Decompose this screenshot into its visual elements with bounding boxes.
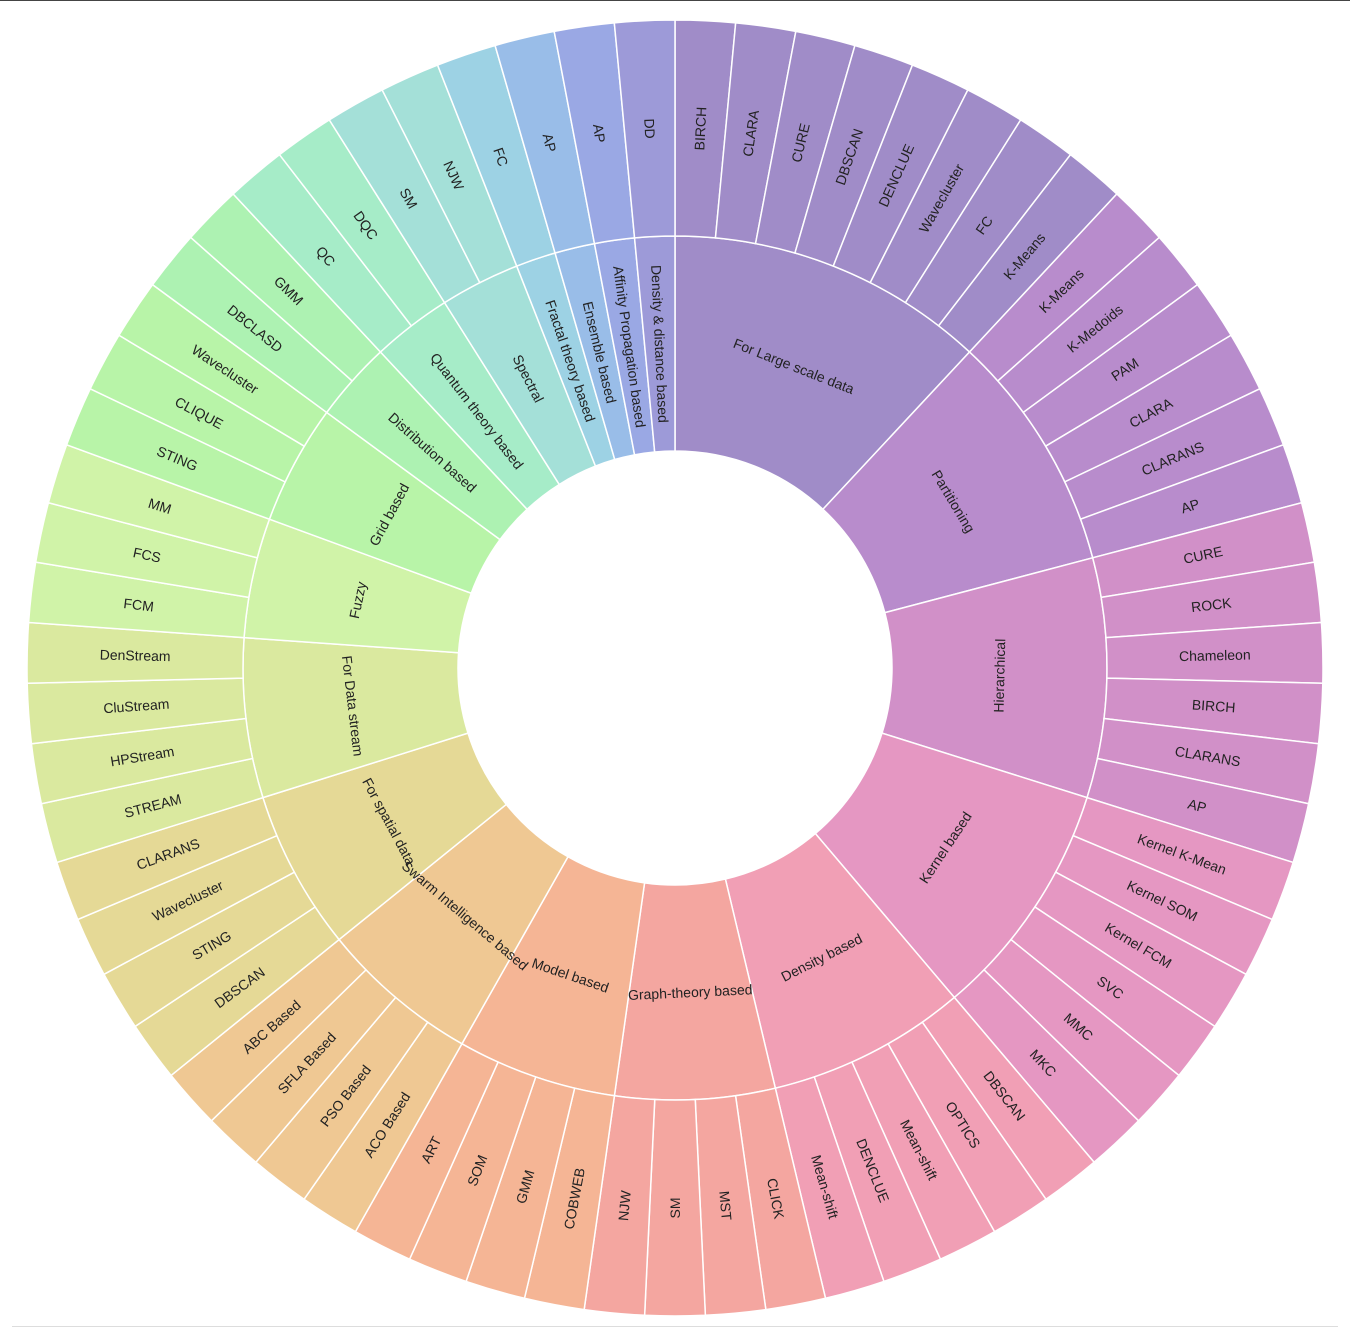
category-label-density-and-distance-based: Density & distance based	[648, 265, 671, 424]
bottom-border-line	[12, 1326, 1338, 1327]
leaf-label-ap: AP	[1186, 796, 1208, 816]
category-label-fuzzy: Fuzzy	[346, 580, 369, 620]
leaf-label-fcm: FCM	[123, 595, 155, 614]
category-label-graph-theory-based: Graph-theory based	[628, 981, 753, 1003]
leaf-label-ap: AP	[590, 123, 608, 144]
leaf-label-njw: NJW	[615, 1189, 634, 1221]
leaf-label-fcs: FCS	[132, 544, 163, 566]
leaf-label-birch: BIRCH	[691, 106, 709, 150]
leaf-label-clustream: CluStream	[103, 696, 170, 717]
leaf-arc-density-and-distance-based-dd[interactable]	[613, 19, 676, 239]
arc-layer	[26, 19, 1324, 1317]
leaf-label-clara: CLARA	[740, 108, 762, 157]
leaf-label-sm: SM	[667, 1198, 683, 1219]
leaf-label-birch: BIRCH	[1191, 696, 1236, 715]
leaf-label-mm: MM	[146, 495, 173, 517]
leaf-label-ap: AP	[1179, 496, 1202, 517]
leaf-label-ap: AP	[540, 132, 560, 154]
leaf-label-fc: FC	[490, 145, 511, 168]
leaf-label-chameleon: Chameleon	[1179, 647, 1251, 665]
leaf-label-denstream: DenStream	[100, 647, 171, 665]
leaf-label-mst: MST	[716, 1190, 735, 1221]
category-label-hierarchical: Hierarchical	[991, 638, 1009, 712]
leaf-label-rock: ROCK	[1190, 594, 1233, 615]
leaf-label-click: CLICK	[764, 1177, 788, 1221]
leaf-label-dd: DD	[641, 118, 658, 139]
top-border-line	[0, 0, 1350, 1]
